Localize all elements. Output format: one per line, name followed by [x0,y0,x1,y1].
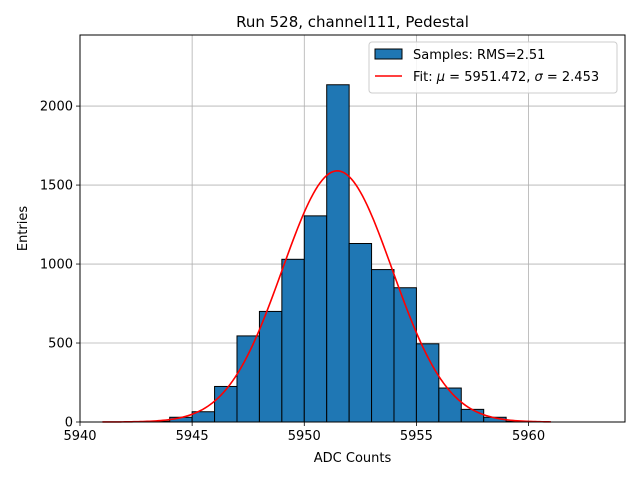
histogram-bar [281,258,305,423]
y-tick-label: 0 [65,416,73,431]
y-tick-label: 2000 [40,100,73,115]
histogram-bar [438,387,462,423]
y-tick-label: 1000 [40,258,73,273]
x-tick-label: 5945 [176,429,209,444]
histogram-bar [348,243,373,423]
x-tick-label: 5955 [400,429,433,444]
x-tick-label: 5940 [63,429,96,444]
histogram-bar [371,269,395,423]
x-tick-label: 5950 [288,429,321,444]
axes-frame [79,34,626,423]
histogram-bar [214,385,238,423]
legend: Samples: RMS=2.51 Fit: μ = 5951.472, σ =… [368,41,618,94]
histogram-bar [303,215,328,423]
histogram-bar [460,408,485,423]
histogram-bar [236,335,260,423]
legend-fit-label: Fit: μ = 5951.472, σ = 2.453 [413,70,599,85]
histogram-bar [393,287,417,423]
chart-title: Run 528, channel111, Pedestal [236,13,469,31]
y-axis-label: Entries [16,206,31,252]
fit-curve-line [102,170,552,423]
legend-box [368,41,618,94]
axis-ticks: 5940 5945 5950 5955 5960 0 500 1000 1500 2000 [40,100,545,444]
legend-histogram-label: Samples: RMS=2.51 [413,48,545,63]
histogram-bar [258,310,283,423]
x-axis-label: ADC Counts [314,451,392,466]
x-tick-label: 5960 [512,429,545,444]
legend-histogram-swatch [374,48,403,60]
y-tick-label: 500 [48,337,73,352]
y-tick-label: 1500 [40,179,73,194]
histogram-bar [326,84,350,423]
